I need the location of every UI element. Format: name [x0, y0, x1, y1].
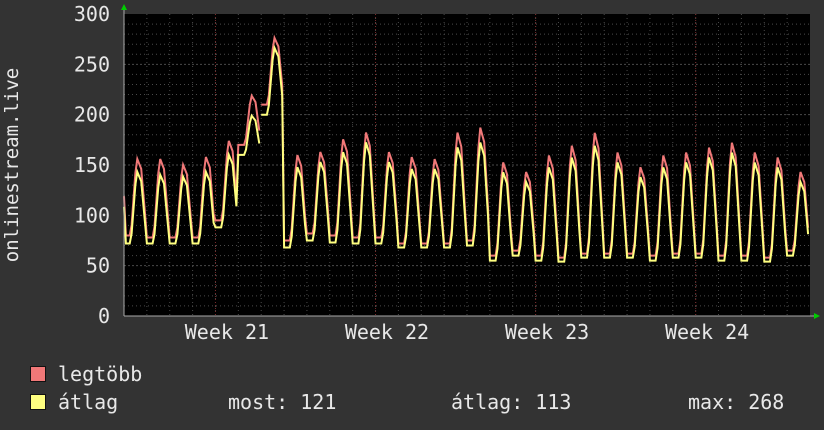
series-line-1: [123, 44, 810, 263]
tick-labels: 0 50 100 150 200 250 300 Week 21 Week 22 Week 23 W…: [74, 2, 749, 344]
x-tick-label: Week 23: [505, 320, 589, 344]
x-tick-label: Week 22: [345, 320, 429, 344]
y-tick-label: 0: [98, 304, 110, 328]
y-tick-label: 200: [74, 103, 110, 127]
y-axis-label: onlinestream.live: [1, 68, 23, 262]
stat-average: átlag: 113: [451, 390, 572, 414]
legend-swatch-avg: [30, 394, 46, 410]
x-tick-label: Week 21: [185, 320, 269, 344]
stat-current: most: 121: [228, 390, 337, 414]
axes: [121, 4, 820, 319]
y-tick-label: 150: [74, 153, 110, 177]
y-tick-label: 50: [86, 254, 110, 278]
x-axis-arrow-icon: [814, 313, 820, 319]
series-layer: [123, 34, 810, 263]
y-tick-label: 250: [74, 52, 110, 76]
x-tick-label: Week 24: [665, 320, 749, 344]
stat-max: max: 268: [688, 390, 785, 414]
y-axis-arrow-icon: [121, 4, 127, 10]
legend-label-max: legtöbb: [58, 362, 143, 386]
legend-swatch-max: [30, 366, 46, 382]
grid: [124, 14, 810, 316]
legend-label-avg: átlag: [58, 390, 119, 414]
y-tick-label: 100: [74, 203, 110, 227]
y-tick-label: 300: [74, 2, 110, 26]
